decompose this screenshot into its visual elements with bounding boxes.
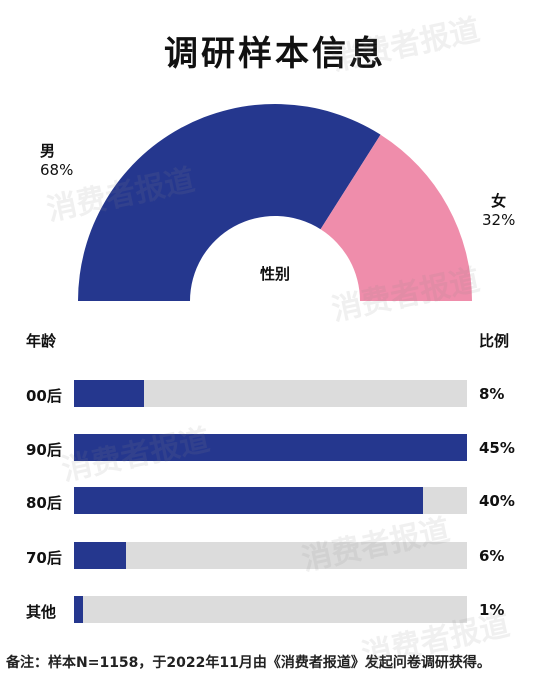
ratio-column-header: 比例	[479, 332, 510, 350]
bar-fill	[74, 380, 144, 407]
bar-value-label: 8%	[479, 385, 505, 403]
slice-label-male: 男 68%	[40, 142, 73, 180]
gender-donut-chart	[78, 104, 472, 302]
footnote: 备注：样本N=1158，于2022年11月由《消费者报道》发起问卷调研获得。	[6, 655, 491, 671]
bar-value-label: 6%	[479, 547, 505, 565]
age-column-header: 年龄	[26, 332, 57, 350]
bar-track	[74, 380, 467, 407]
donut-slice-1	[320, 134, 472, 301]
donut-center-label: 性别	[259, 265, 290, 283]
bar-track	[74, 434, 467, 461]
bar-fill	[74, 487, 423, 514]
bar-category-label: 其他	[26, 603, 57, 621]
donut-slice-0	[78, 104, 381, 302]
bar-value-label: 45%	[479, 439, 515, 457]
bar-category-label: 80后	[26, 494, 62, 512]
bar-fill	[74, 434, 467, 461]
slice-name-female: 女	[491, 192, 507, 210]
bar-row: 90后 45%	[0, 434, 550, 464]
slice-label-female: 女 32%	[482, 192, 515, 230]
bar-fill	[74, 542, 126, 569]
bar-category-label: 90后	[26, 441, 62, 459]
bar-row: 00后 8%	[0, 380, 550, 410]
bar-fill	[74, 596, 83, 623]
bar-category-label: 00后	[26, 387, 62, 405]
bar-value-label: 40%	[479, 492, 515, 510]
slice-value-male: 68%	[40, 161, 74, 179]
bar-category-label: 70后	[26, 549, 62, 567]
bar-row: 70后 6%	[0, 542, 550, 572]
slice-name-male: 男	[40, 142, 56, 160]
bar-track	[74, 542, 467, 569]
page-title: 调研样本信息	[164, 34, 386, 74]
slice-value-female: 32%	[482, 211, 516, 229]
bar-value-label: 1%	[479, 601, 505, 619]
bar-row: 其他 1%	[0, 596, 550, 626]
bar-track	[74, 596, 467, 623]
bar-row: 80后 40%	[0, 487, 550, 517]
bar-track	[74, 487, 467, 514]
